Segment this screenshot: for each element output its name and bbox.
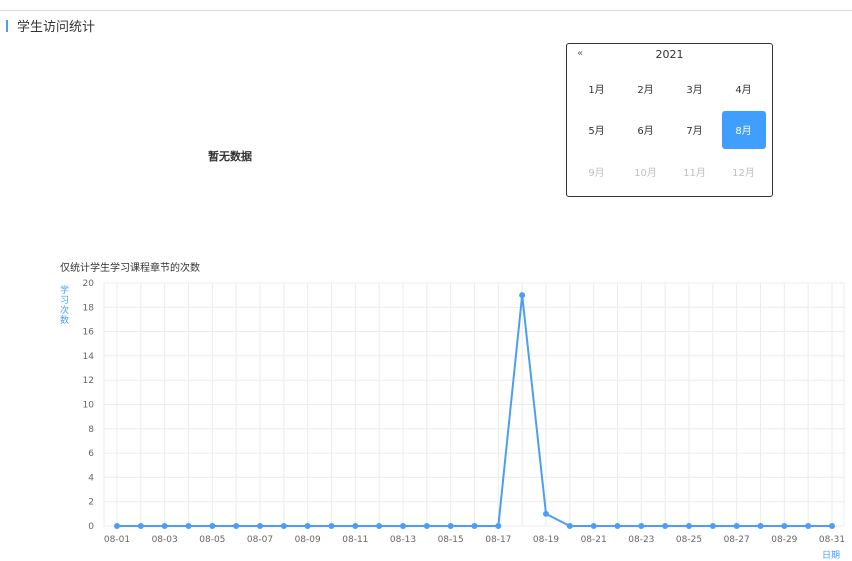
section-header: 学生访问统计 xyxy=(6,16,95,35)
month-cell[interactable]: 3月 xyxy=(670,68,719,109)
month-label: 12月 xyxy=(732,167,755,179)
y-tick-label: 2 xyxy=(88,498,94,508)
top-divider xyxy=(0,10,852,11)
data-point xyxy=(733,523,740,529)
x-tick-label: 08-17 xyxy=(485,535,511,545)
x-axis-label: 日期 xyxy=(822,551,841,561)
y-tick-label: 4 xyxy=(88,473,94,483)
month-cell[interactable]: 10月 xyxy=(621,151,670,192)
month-label: 10月 xyxy=(634,167,657,179)
data-point xyxy=(376,523,383,529)
month-label: 11月 xyxy=(683,167,706,179)
month-cell[interactable]: 9月 xyxy=(572,151,621,192)
x-tick-label: 08-21 xyxy=(581,535,607,545)
x-tick-label: 08-25 xyxy=(676,535,702,545)
y-tick-label: 16 xyxy=(83,328,95,338)
section-marker xyxy=(6,19,8,32)
month-cell[interactable]: 11月 xyxy=(670,151,719,192)
month-label: 6月 xyxy=(637,126,654,138)
month-label: 3月 xyxy=(686,85,703,97)
month-label: 7月 xyxy=(686,126,703,138)
month-cell[interactable]: 12月 xyxy=(719,151,768,192)
month-grid: 1月 2月 3月 4月 5月 6月 7月 8月 9月 10月 11月 12月 xyxy=(572,68,768,192)
x-tick-label: 08-13 xyxy=(390,535,416,545)
month-label: 5月 xyxy=(588,126,605,138)
data-point xyxy=(495,523,502,529)
data-point xyxy=(662,523,669,529)
data-point xyxy=(519,292,526,299)
data-point xyxy=(423,523,430,529)
x-tick-label: 08-03 xyxy=(152,535,178,545)
x-tick-label: 08-07 xyxy=(247,535,273,545)
month-cell[interactable]: 1月 xyxy=(572,68,621,109)
x-tick-label: 08-31 xyxy=(819,535,845,545)
x-tick-label: 08-09 xyxy=(295,535,321,545)
data-point xyxy=(829,523,835,529)
month-cell[interactable]: 6月 xyxy=(621,109,670,150)
y-axis-label: 学习次数 xyxy=(60,286,70,326)
data-point xyxy=(614,523,621,529)
y-tick-label: 14 xyxy=(83,352,95,362)
prev-year-button[interactable]: « xyxy=(577,48,584,59)
y-tick-label: 18 xyxy=(83,303,95,313)
data-point xyxy=(471,523,478,529)
data-point xyxy=(590,523,597,529)
x-tick-label: 08-29 xyxy=(771,535,797,545)
month-cell[interactable]: 7月 xyxy=(670,109,719,150)
x-tick-label: 08-11 xyxy=(342,535,368,545)
chart-subtitle: 仅统计学生学习课程章节的次数 xyxy=(60,263,200,274)
data-point xyxy=(114,523,120,529)
y-tick-label: 20 xyxy=(83,279,95,289)
data-point xyxy=(757,523,764,529)
data-point xyxy=(447,523,454,529)
month-cell[interactable]: 2月 xyxy=(621,68,670,109)
x-tick-label: 08-15 xyxy=(438,535,464,545)
y-tick-label: 12 xyxy=(83,376,94,386)
y-tick-label: 8 xyxy=(88,425,94,435)
data-point xyxy=(781,523,788,529)
data-point xyxy=(686,523,692,529)
data-point xyxy=(566,523,573,529)
x-tick-label: 08-23 xyxy=(628,535,654,545)
month-label: 8月 xyxy=(721,110,766,149)
empty-state-text: 暂无数据 xyxy=(208,150,252,163)
month-label: 2月 xyxy=(637,85,654,97)
x-tick-label: 08-05 xyxy=(199,535,225,545)
data-point xyxy=(805,523,812,529)
data-point xyxy=(638,523,645,529)
y-tick-label: 6 xyxy=(88,449,94,459)
month-label: 4月 xyxy=(735,85,752,97)
data-point xyxy=(709,523,716,529)
section-title: 学生访问统计 xyxy=(17,20,96,35)
data-point xyxy=(257,523,263,529)
x-tick-label: 08-01 xyxy=(104,535,130,545)
month-cell[interactable]: 4月 xyxy=(719,68,768,109)
data-point xyxy=(280,523,287,529)
month-picker: « 2021 1月 2月 3月 4月 5月 6月 7月 8月 9月 10月 11月 12月 xyxy=(566,43,773,197)
x-tick-label: 08-27 xyxy=(724,535,750,545)
month-cell[interactable]: 8月 xyxy=(719,109,768,150)
data-point xyxy=(328,523,335,529)
month-cell[interactable]: 5月 xyxy=(572,109,621,150)
data-point xyxy=(233,523,240,529)
data-point xyxy=(304,523,311,529)
y-tick-label: 10 xyxy=(83,401,95,411)
data-point xyxy=(543,510,549,517)
calendar-year: 2021 xyxy=(655,48,684,61)
month-label: 1月 xyxy=(588,85,605,97)
data-point xyxy=(209,523,216,529)
month-label: 9月 xyxy=(588,167,605,179)
data-point xyxy=(137,523,144,529)
data-point xyxy=(185,523,192,529)
data-point xyxy=(352,523,359,529)
y-tick-label: 0 xyxy=(88,522,94,532)
x-tick-label: 08-19 xyxy=(533,535,559,545)
data-point xyxy=(161,523,168,529)
data-point xyxy=(400,523,406,529)
